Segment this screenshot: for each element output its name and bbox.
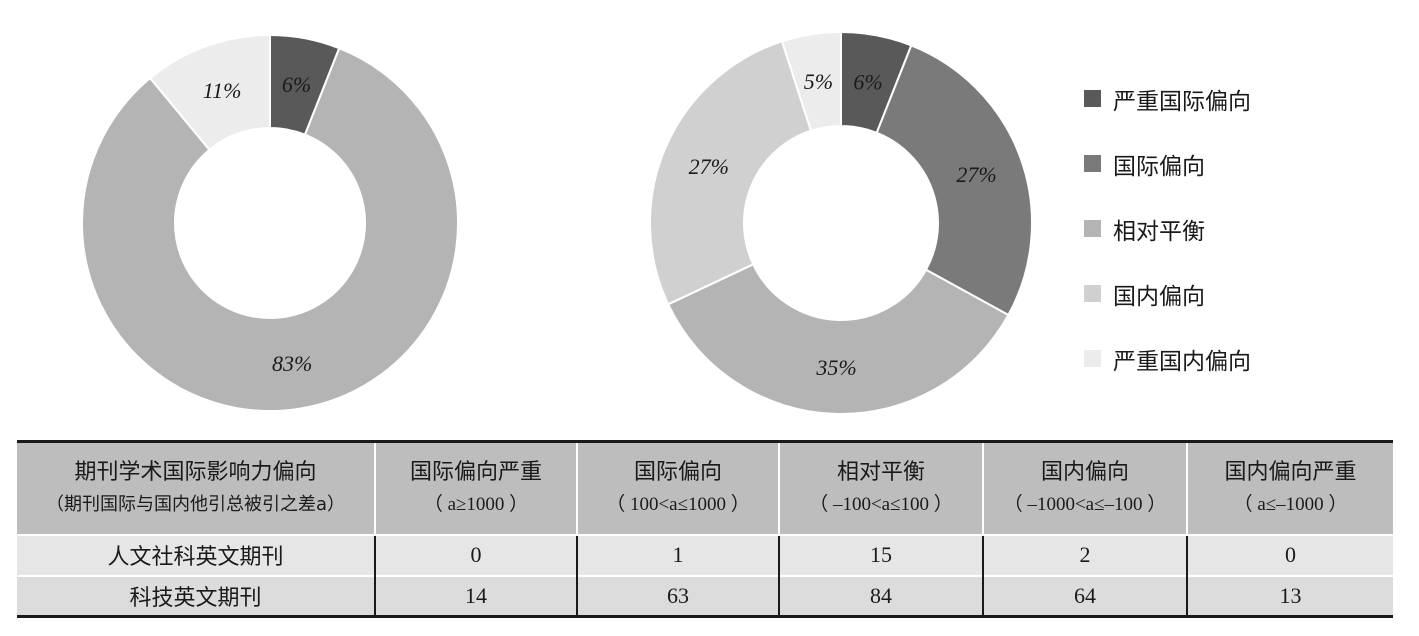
- slice-value-label: 6%: [282, 72, 311, 97]
- table-cell: 1: [576, 533, 779, 576]
- legend-swatch: [1084, 90, 1101, 107]
- table-header-cell: 国内偏向严重 （ a≤–1000 ）: [1187, 440, 1393, 535]
- header-range: （ –100<a≤100 ）: [809, 494, 953, 516]
- header-range: （ a≥1000 ）: [423, 494, 529, 516]
- legend-item: 国际偏向: [1084, 131, 1404, 196]
- data-table: 期刊学术国际影响力偏向 （期刊国际与国内他引总被引之差a） 国际偏向严重 （ a…: [17, 440, 1393, 618]
- row-label: 人文社科英文期刊: [17, 533, 375, 576]
- header-title: 期刊学术国际影响力偏向: [74, 460, 317, 486]
- table-header-cell: 国内偏向 （ –1000<a≤–100 ）: [983, 440, 1188, 535]
- legend-item: 严重国内偏向: [1084, 326, 1404, 391]
- table-row: 科技英文期刊 14 63 84 64 13: [17, 574, 1393, 618]
- legend-item: 国内偏向: [1084, 261, 1404, 326]
- legend-swatch: [1084, 155, 1101, 172]
- header-title: 国际偏向严重: [409, 460, 542, 486]
- table-row: 人文社科英文期刊 0 1 15 2 0: [17, 533, 1393, 576]
- header-title: 国内偏向: [1040, 460, 1129, 486]
- header-subtitle: （期刊国际与国内他引总被引之差a）: [45, 494, 346, 516]
- slice-value-label: 27%: [689, 154, 729, 179]
- donut-slice: [81, 46, 459, 412]
- header-range: （ 100<a≤1000 ）: [606, 494, 750, 516]
- donut-charts-svg: 6% 83% 11% 6% 27% 35% 27% 5%: [81, 30, 1033, 415]
- table-cell: 15: [778, 533, 983, 576]
- legend-label: 严重国内偏向: [1113, 348, 1251, 375]
- legend-label: 相对平衡: [1113, 218, 1205, 245]
- header-title: 相对平衡: [836, 460, 925, 486]
- donut-charts-area: 6% 83% 11% 6% 27% 35% 27% 5% 严重国际偏向 国际偏向 相对平衡 国…: [81, 30, 1404, 415]
- slice-value-label: 11%: [203, 78, 242, 103]
- donut-slice: [148, 33, 271, 152]
- table-cell: 13: [1186, 574, 1393, 618]
- legend-swatch: [1084, 285, 1101, 302]
- legend-label: 严重国际偏向: [1113, 88, 1251, 115]
- table-header-cell: 相对平衡 （ –100<a≤100 ）: [779, 440, 984, 535]
- table-cell: 0: [374, 533, 577, 576]
- header-range: （ –1000<a≤–100 ）: [1003, 494, 1167, 516]
- legend-label: 国际偏向: [1113, 153, 1205, 180]
- table-cell: 2: [982, 533, 1187, 576]
- legend-swatch: [1084, 220, 1101, 237]
- table-cell: 64: [982, 574, 1187, 618]
- donut-slice: [649, 40, 813, 306]
- slice-value-label: 6%: [853, 70, 882, 95]
- slice-value-label: 27%: [956, 162, 996, 187]
- legend-label: 国内偏向: [1113, 283, 1205, 310]
- header-title: 国际偏向: [633, 460, 722, 486]
- header-title: 国内偏向严重: [1224, 460, 1357, 486]
- slice-value-label: 83%: [272, 351, 312, 376]
- table-header-cell: 国际偏向 （ 100<a≤1000 ）: [577, 440, 780, 535]
- table-cell: 0: [1186, 533, 1393, 576]
- legend-item: 相对平衡: [1084, 196, 1404, 261]
- table-header-row: 期刊学术国际影响力偏向 （期刊国际与国内他引总被引之差a） 国际偏向严重 （ a…: [17, 440, 1393, 535]
- legend-swatch: [1084, 350, 1101, 367]
- slice-value-label: 5%: [804, 69, 833, 94]
- legend-item: 严重国际偏向: [1084, 66, 1404, 131]
- donut-slice: [875, 44, 1033, 317]
- table-cell: 84: [778, 574, 983, 618]
- table-cell: 63: [576, 574, 779, 618]
- donut-slice: [666, 262, 1010, 415]
- table-cell: 14: [374, 574, 577, 618]
- row-label: 科技英文期刊: [17, 574, 375, 618]
- slice-value-label: 35%: [815, 355, 856, 380]
- header-range: （ a≤–1000 ）: [1233, 494, 1348, 516]
- table-header-cell: 国际偏向严重 （ a≥1000 ）: [375, 440, 578, 535]
- table-header-cell: 期刊学术国际影响力偏向 （期刊国际与国内他引总被引之差a）: [17, 440, 376, 535]
- legend: 严重国际偏向 国际偏向 相对平衡 国内偏向 严重国内偏向: [1084, 66, 1404, 391]
- donut-slice: [780, 30, 842, 133]
